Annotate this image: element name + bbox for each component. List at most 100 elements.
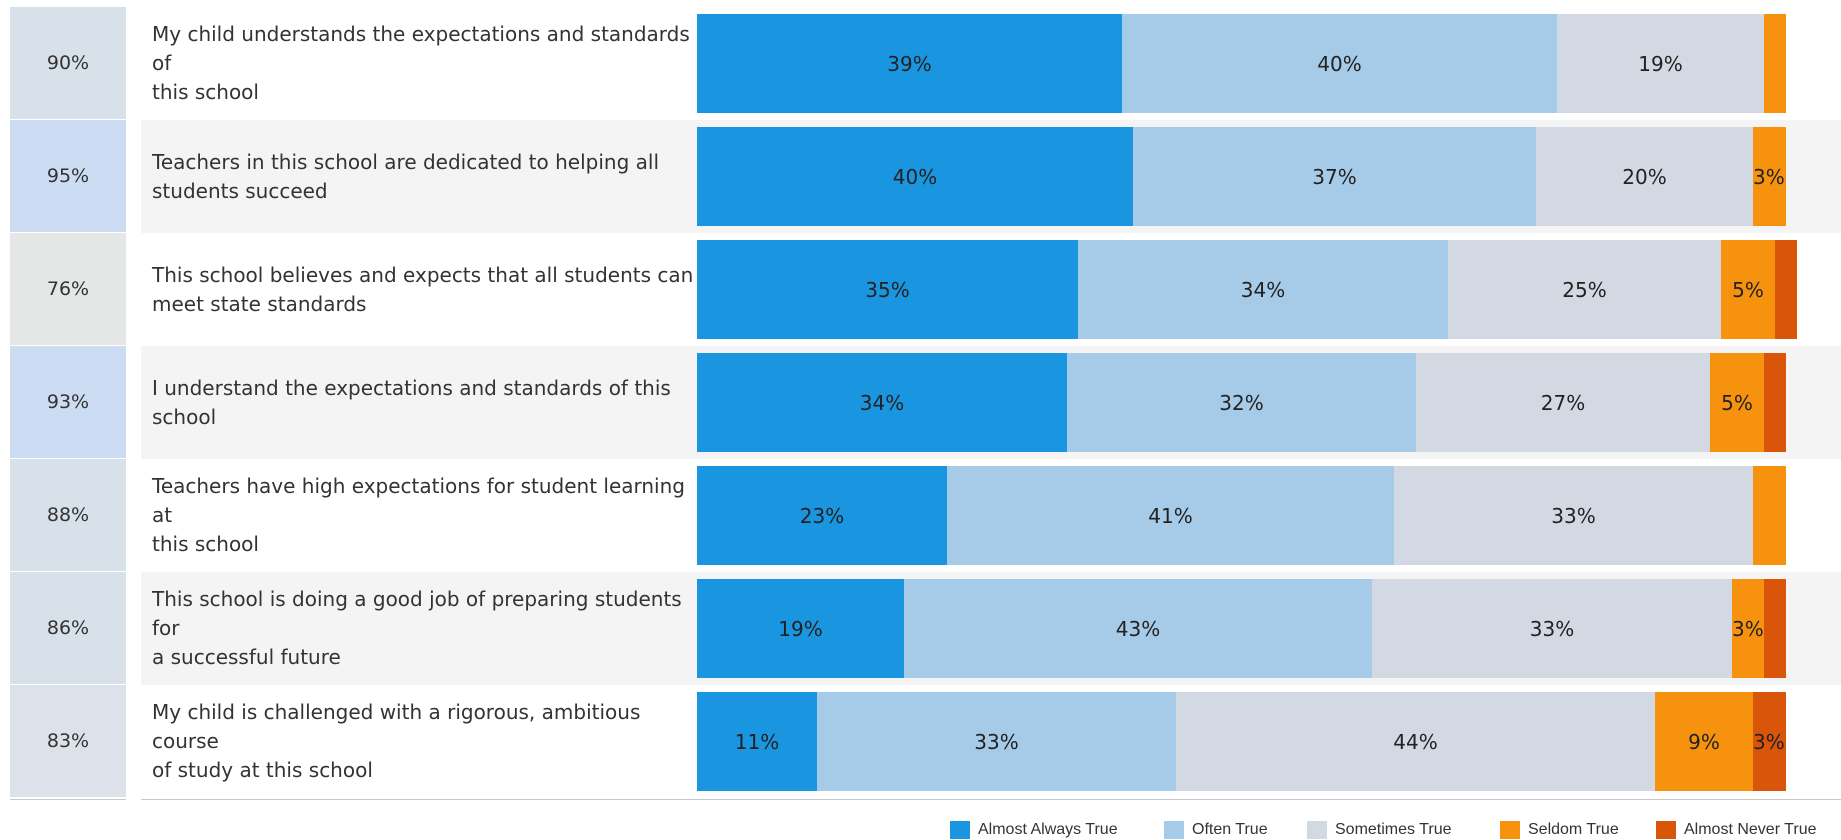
- bar-segment-seldom-true: 3%: [1753, 127, 1786, 226]
- bar-segment-almost-never-true: [1764, 579, 1786, 678]
- bar-segment-often-true: 34%: [1078, 240, 1448, 339]
- statement-line: school: [152, 404, 217, 429]
- data-label: 3%: [1753, 729, 1785, 754]
- bar-segment-often-true: 40%: [1122, 14, 1557, 113]
- bottom-rule-right: [141, 799, 1841, 800]
- bar-segment-sometimes-true: 44%: [1176, 692, 1655, 791]
- data-label: 19%: [778, 616, 823, 641]
- data-label: 32%: [1219, 390, 1264, 415]
- bar-segment-seldom-true: [1764, 14, 1786, 113]
- statement-label: My child is challenged with a rigorous, …: [152, 685, 694, 798]
- favorable-percent-cell: 88%: [10, 459, 126, 571]
- legend-label: Often True: [1192, 821, 1268, 838]
- data-label: 43%: [1115, 616, 1161, 641]
- favorable-percent-cell: 83%: [10, 685, 126, 797]
- legend-swatch: [1500, 821, 1520, 839]
- data-label: 33%: [1551, 503, 1596, 528]
- data-label: 9%: [1688, 729, 1720, 754]
- legend-item-almost-always-true: Almost Always True: [950, 820, 1118, 840]
- bar-segment-seldom-true: 9%: [1655, 692, 1753, 791]
- data-label: 25%: [1562, 277, 1607, 302]
- statement-label: This school is doing a good job of prepa…: [152, 572, 694, 685]
- data-label: 41%: [1148, 503, 1193, 528]
- data-label: 39%: [887, 51, 932, 76]
- bar-segment-almost-always-true: 40%: [697, 127, 1133, 226]
- bar-segment-sometimes-true: 27%: [1416, 353, 1710, 452]
- statement-line: meet state standards: [152, 291, 367, 316]
- bar-segment-sometimes-true: 25%: [1448, 240, 1721, 339]
- bar-segment-often-true: 32%: [1067, 353, 1416, 452]
- data-label: 34%: [859, 390, 905, 415]
- statement-line: I understand the expectations and standa…: [152, 375, 671, 400]
- data-label: 5%: [1721, 390, 1753, 415]
- legend-label: Sometimes True: [1335, 821, 1452, 838]
- data-label: 19%: [1638, 51, 1683, 76]
- data-label: 34%: [1240, 277, 1286, 302]
- bar-segment-seldom-true: 3%: [1732, 579, 1764, 678]
- statement-line: students succeed: [152, 178, 328, 203]
- bar-segment-often-true: 33%: [817, 692, 1176, 791]
- statement-text: Teachers in this school are dedicated to…: [152, 148, 659, 206]
- data-label: 44%: [1393, 729, 1438, 754]
- legend-item-seldom-true: Seldom True: [1500, 820, 1619, 840]
- statement-label: My child understands the expectations an…: [152, 7, 694, 120]
- favorable-percent-cell: 90%: [10, 7, 126, 119]
- chart-row: 86% This school is doing a good job of pr…: [0, 572, 1841, 685]
- bar-segment-almost-always-true: 23%: [697, 466, 947, 565]
- legend-swatch: [1656, 821, 1676, 839]
- data-label: 27%: [1540, 390, 1586, 415]
- stacked-bar: 35% 34% 25% 5%: [697, 240, 1797, 339]
- statement-line: Teachers in this school are dedicated to…: [152, 149, 660, 174]
- bar-segment-seldom-true: 5%: [1710, 353, 1764, 452]
- bar-segment-almost-always-true: 11%: [697, 692, 817, 791]
- statement-text: This school is doing a good job of prepa…: [152, 585, 694, 672]
- chart-row: 88% Teachers have high expectations for s…: [0, 459, 1841, 572]
- stacked-bar: 39% 40% 19%: [697, 14, 1786, 113]
- legend-label: Seldom True: [1528, 821, 1619, 838]
- bar-segment-seldom-true: 5%: [1721, 240, 1775, 339]
- data-label: 11%: [734, 729, 780, 754]
- stacked-bar: 11% 33% 44% 9% 3%: [697, 692, 1786, 791]
- favorable-percent-cell: 95%: [10, 120, 126, 232]
- bar-segment-often-true: 37%: [1133, 127, 1536, 226]
- bar-segment-sometimes-true: 33%: [1372, 579, 1732, 678]
- stacked-bar: 40% 37% 20% 3%: [697, 127, 1786, 226]
- statement-line: This school is doing a good job of prepa…: [152, 587, 682, 640]
- statement-line: this school: [152, 80, 259, 104]
- chart-row: 95% Teachers in this school are dedicated…: [0, 120, 1841, 233]
- statement-label: This school believes and expects that al…: [152, 233, 694, 346]
- legend-label: Almost Always True: [978, 821, 1118, 838]
- data-label: 40%: [1317, 51, 1362, 76]
- statement-line: this school: [152, 532, 259, 556]
- statement-line: My child understands the expectations an…: [152, 22, 690, 75]
- legend-swatch: [950, 821, 970, 839]
- data-label: 5%: [1732, 277, 1764, 302]
- bar-segment-almost-never-true: 3%: [1753, 692, 1786, 791]
- bar-segment-almost-always-true: 34%: [697, 353, 1067, 452]
- data-label: 3%: [1732, 616, 1764, 641]
- legend-swatch: [1164, 821, 1184, 839]
- statement-text: This school believes and expects that al…: [152, 261, 693, 319]
- statement-line: Teachers have high expectations for stud…: [152, 474, 685, 527]
- statement-line: a successful future: [152, 645, 341, 669]
- legend-item-sometimes-true: Sometimes True: [1307, 820, 1451, 840]
- bottom-rule-left: [10, 799, 126, 800]
- bar-segment-sometimes-true: 19%: [1557, 14, 1764, 113]
- bar-segment-seldom-true: [1753, 466, 1786, 565]
- data-label: 35%: [865, 277, 910, 302]
- stacked-bar: 23% 41% 33%: [697, 466, 1786, 565]
- stacked-bar: 19% 43% 33% 3%: [697, 579, 1786, 678]
- bar-segment-sometimes-true: 33%: [1394, 466, 1753, 565]
- statement-text: My child understands the expectations an…: [152, 20, 694, 107]
- data-label: 23%: [799, 503, 845, 528]
- data-label: 20%: [1622, 164, 1667, 189]
- chart-row: 93% I understand the expectations and sta…: [0, 346, 1841, 459]
- data-label: 40%: [892, 164, 938, 189]
- bar-segment-almost-always-true: 39%: [697, 14, 1122, 113]
- bar-segment-almost-always-true: 19%: [697, 579, 904, 678]
- statement-label: I understand the expectations and standa…: [152, 346, 694, 459]
- bar-segment-almost-always-true: 35%: [697, 240, 1078, 339]
- data-label: 37%: [1312, 164, 1357, 189]
- data-label: 3%: [1753, 164, 1785, 189]
- statement-label: Teachers have high expectations for stud…: [152, 459, 694, 572]
